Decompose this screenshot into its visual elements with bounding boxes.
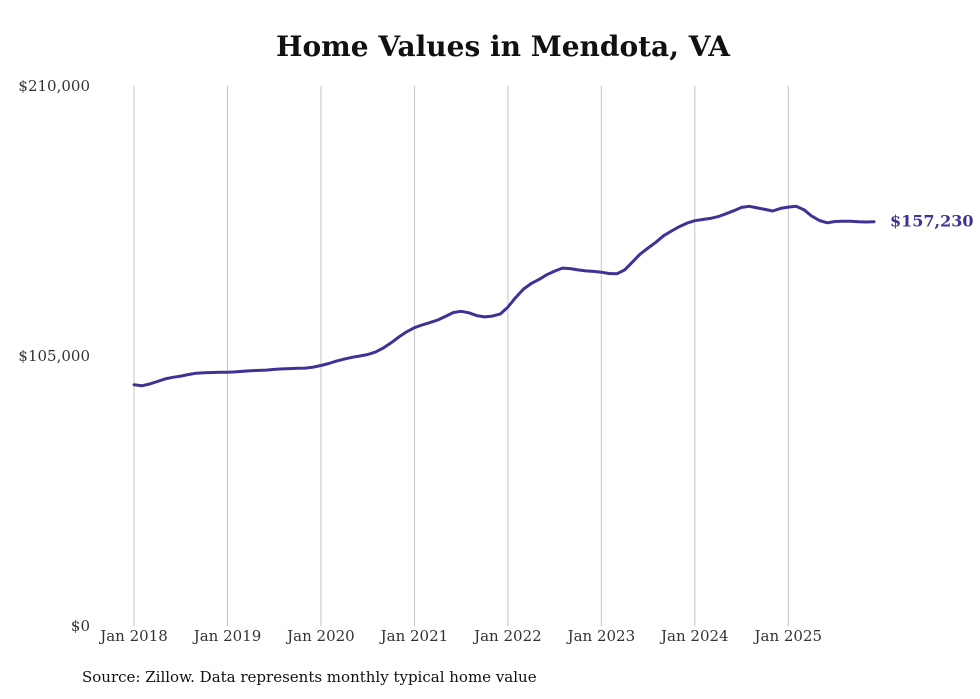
- x-tick-label: Jan 2022: [472, 627, 542, 645]
- y-tick-label: $0: [71, 617, 90, 635]
- y-tick-label: $210,000: [18, 77, 90, 95]
- y-tick-label: $105,000: [18, 347, 90, 365]
- x-tick-label: Jan 2021: [379, 627, 449, 645]
- gridlines: [133, 86, 789, 626]
- source-note: Source: Zillow. Data represents monthly …: [82, 668, 537, 686]
- end-value-label: $157,230: [890, 212, 974, 231]
- x-tick-label: Jan 2024: [659, 627, 729, 645]
- x-axis-ticks: Jan 2018 Jan 2019 Jan 2020 Jan 2021 Jan 2022…: [98, 627, 822, 645]
- series-line: [132, 204, 876, 388]
- x-tick-label: Jan 2018: [98, 627, 168, 645]
- x-tick-label: Jan 2019: [192, 627, 262, 645]
- x-tick-label: Jan 2020: [285, 627, 355, 645]
- chart-title: Home Values in Mendota, VA: [276, 30, 730, 63]
- y-axis-ticks: $0 $105,000 $210,000: [18, 77, 90, 635]
- x-tick-label: Jan 2025: [753, 627, 823, 645]
- x-tick-label: Jan 2023: [566, 627, 636, 645]
